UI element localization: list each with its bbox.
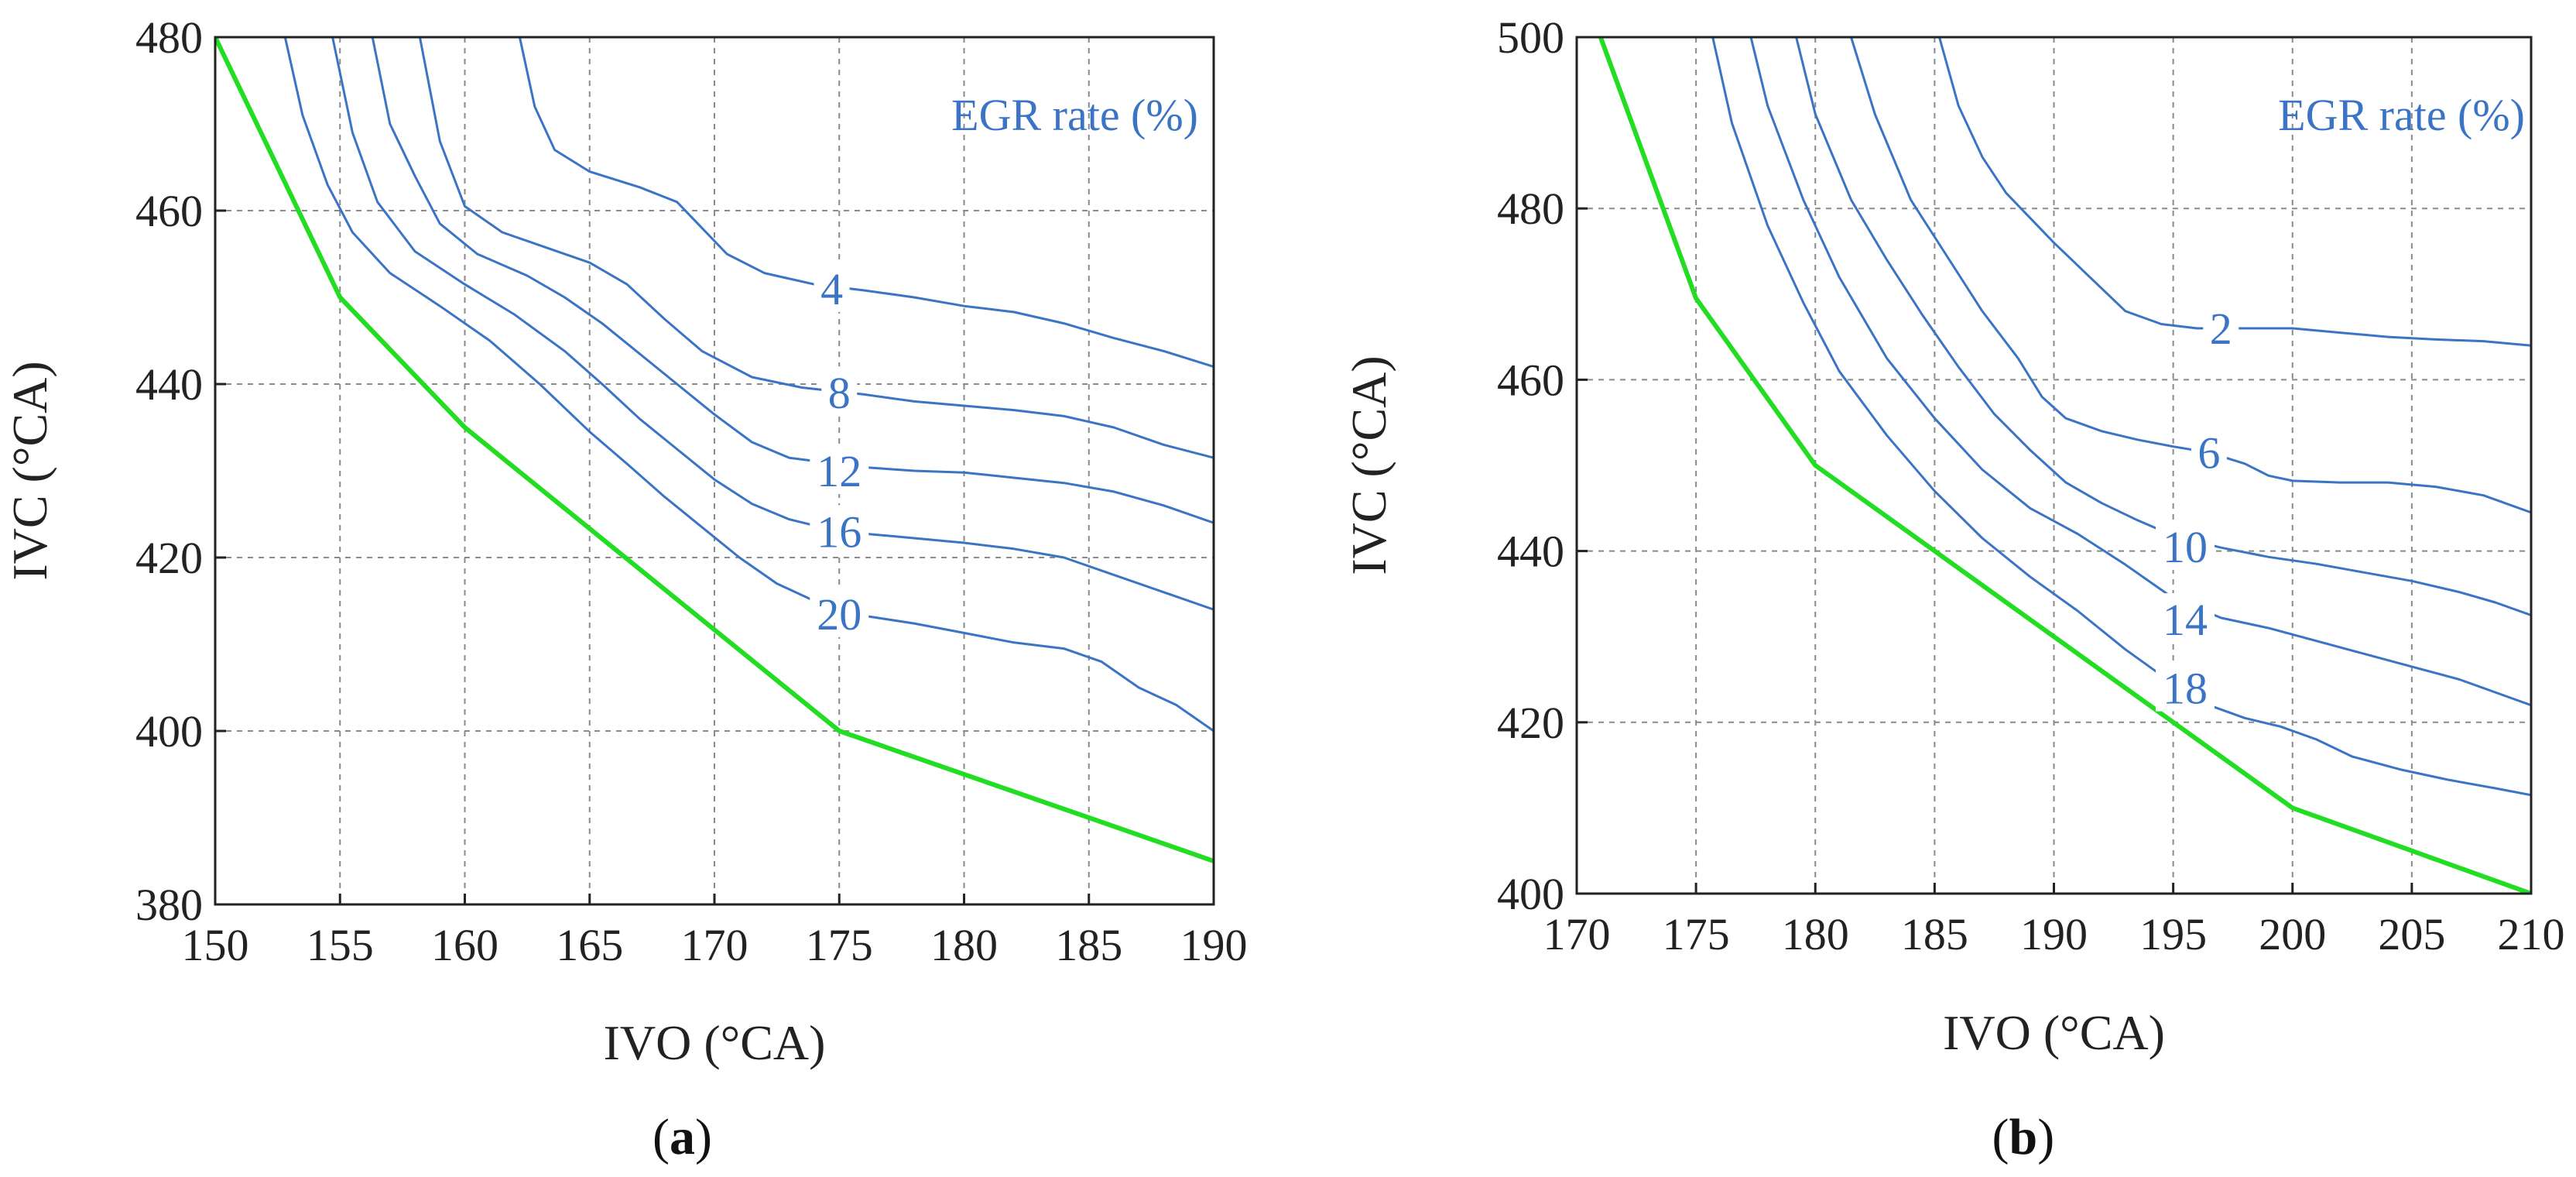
legend-title: EGR rate (%) [951, 90, 1198, 140]
contour-line-8 [418, 37, 1214, 459]
contour-label-bg [810, 505, 869, 555]
x-tick-label: 180 [930, 920, 998, 970]
x-axis-label: IVO (°CA) [604, 1015, 826, 1070]
contour-label-4: 4 [820, 264, 843, 314]
x-tick-label: 175 [806, 920, 873, 970]
y-tick-label: 400 [135, 706, 203, 757]
contour-line-14 [1749, 37, 2531, 707]
contour-line-4 [518, 37, 1214, 369]
x-tick-label: 210 [2498, 909, 2565, 959]
y-tick-label: 380 [135, 880, 203, 930]
contour-label-18: 18 [2163, 664, 2208, 714]
x-tick-label: 200 [2259, 909, 2326, 959]
contour-label-bg [2156, 661, 2215, 712]
plot-area [215, 37, 1214, 863]
contour-label-bg [2156, 520, 2215, 571]
y-tick-label: 400 [1497, 869, 1564, 919]
y-tick-label: 460 [1497, 355, 1564, 405]
contour-label-bg [810, 444, 869, 494]
x-axis-label: IVO (°CA) [1943, 1005, 2165, 1060]
x-tick-label: 155 [307, 920, 374, 970]
panel-label: (a) [653, 1109, 712, 1165]
y-tick-label: 500 [1497, 12, 1564, 63]
contour-label-bg [821, 366, 858, 417]
contour-line-2 [1938, 37, 2531, 347]
contour-line-16 [331, 37, 1214, 611]
contour-label-bg [810, 587, 869, 637]
contour-label-6: 6 [2197, 427, 2220, 478]
y-tick-label: 460 [135, 186, 203, 236]
y-axis-label: IVC (°CA) [2, 361, 57, 580]
y-tick-label: 440 [135, 359, 203, 410]
panel-label: (b) [1992, 1109, 2055, 1165]
contour-line-6 [1850, 37, 2531, 514]
x-tick-label: 195 [2139, 909, 2207, 959]
x-tick-label: 165 [556, 920, 623, 970]
y-tick-label: 480 [135, 12, 203, 63]
contour-label-10: 10 [2163, 522, 2208, 572]
contour-label-14: 14 [2163, 595, 2208, 645]
x-tick-label: 185 [1055, 920, 1122, 970]
contour-label-bg [2203, 302, 2239, 352]
contour-label-bg [814, 262, 850, 312]
y-tick-label: 480 [1497, 184, 1564, 234]
contour-line-18 [1711, 37, 2531, 797]
chart-panel-b: 2 6 10 14 18 170 175 180 185 190 195 200 205 210 400 42… [1341, 12, 2565, 1165]
plot-area [1598, 37, 2531, 894]
x-tick-label: 180 [1782, 909, 1849, 959]
chart-panel-a: 4 8 12 16 20 150 155 160 165 170 175 180 185 190 380 40… [2, 12, 1248, 1165]
contour-label-12: 12 [817, 446, 862, 496]
x-tick-label: 190 [1180, 920, 1248, 970]
contour-line-20 [283, 37, 1214, 733]
contour-label-2: 2 [2210, 304, 2232, 354]
boundary-line [215, 37, 1214, 863]
contour-label-16: 16 [817, 506, 862, 557]
x-tick-label: 150 [182, 920, 249, 970]
panel-label-letter: a [670, 1109, 695, 1165]
legend-title: EGR rate (%) [2278, 90, 2525, 140]
contour-label-20: 20 [817, 589, 862, 640]
y-tick-label: 420 [135, 533, 203, 583]
contour-label-8: 8 [828, 368, 851, 418]
y-axis-label: IVC (°CA) [1341, 355, 1396, 575]
contour-label-bg [2156, 593, 2215, 643]
y-tick-label: 420 [1497, 698, 1564, 748]
contour-line-10 [1795, 37, 2531, 616]
boundary-line [1598, 37, 2531, 894]
x-tick-label: 205 [2378, 909, 2445, 959]
panel-label-letter: b [2009, 1109, 2037, 1165]
x-tick-label: 170 [681, 920, 748, 970]
x-tick-label: 160 [431, 920, 498, 970]
y-tick-label: 440 [1497, 527, 1564, 577]
x-tick-label: 175 [1663, 909, 1730, 959]
contour-line-12 [371, 37, 1214, 524]
x-tick-label: 185 [1901, 909, 1968, 959]
x-tick-label: 190 [2020, 909, 2088, 959]
x-tick-label: 170 [1543, 909, 1611, 959]
contour-label-bg [2191, 426, 2227, 476]
